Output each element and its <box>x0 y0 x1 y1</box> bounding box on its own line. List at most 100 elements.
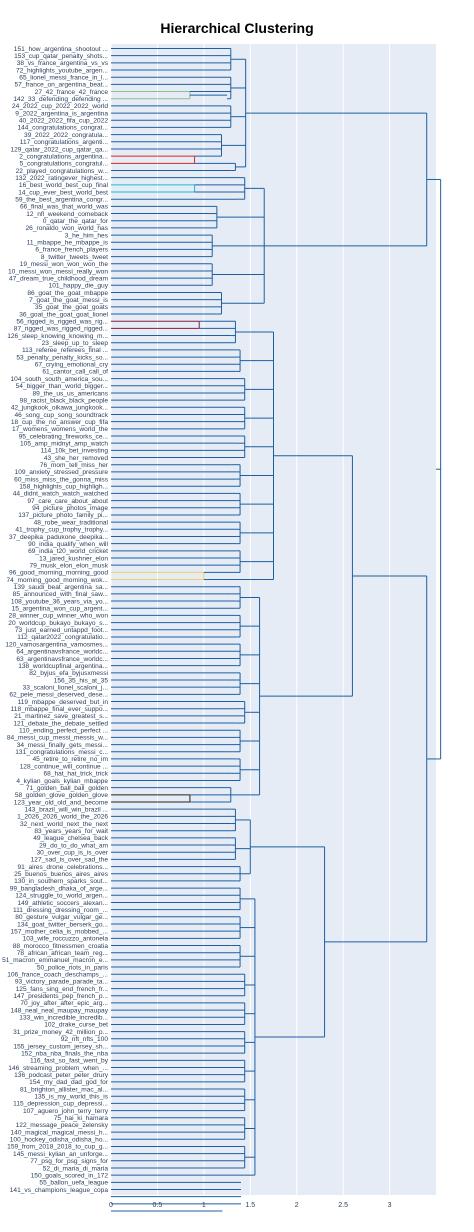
leaf-label: 90_india_qualify_when_will <box>28 541 108 548</box>
leaf-label: 25_buenos_buenos_aires_aires <box>14 871 109 878</box>
leaf-label: 84_messi_cup_messi_messis_w... <box>7 735 108 742</box>
leaf-label: 4_kylian_goals_kylian_mbappe <box>16 778 108 785</box>
leaf-label: 17_womens_womens_world_the <box>12 426 108 433</box>
leaf-label: 128_continue_will_continue ... <box>20 763 109 770</box>
leaf-label: 79_musk_elon_elon_musk <box>30 562 109 569</box>
x-tick-label: 1 <box>202 1202 206 1209</box>
leaf-label: 39_2022_2022_congratula... <box>24 132 108 139</box>
x-tick-label: 1.5 <box>245 1202 255 1209</box>
leaf-label: 109_anxiety_stressed_pressure <box>15 469 109 476</box>
leaf-label: 101_happy_die_guy <box>49 283 109 290</box>
leaf-label: 28_winner_cup_winner_who_won <box>9 613 109 620</box>
leaf-label: 73_just_earned_untappd_foot... <box>15 627 108 634</box>
leaf-label: 117_congratulations_argenti... <box>20 139 108 146</box>
leaf-label: 144_congratulations_congrat... <box>17 125 108 132</box>
x-axis-ticks: 0 0.5 1 1.5 2 2.5 3 <box>109 1202 392 1209</box>
dendrogram-links <box>111 48 442 1212</box>
leaf-label: 48_robe_wear_traditional <box>34 519 109 526</box>
leaf-label: 93_victory_parade_parade_ta... <box>15 979 108 986</box>
leaf-label: 145_messi_kylian_an_unforge... <box>13 1151 108 1158</box>
leaf-label: 50_police_riots_in_paris <box>37 964 109 971</box>
leaf-label: 136_podcast_peter_peter_drury <box>14 1072 109 1079</box>
leaf-label: 76_mom_tell_miss_her <box>40 462 109 469</box>
leaf-label: 140_magical_magical_messi_h... <box>11 1129 109 1136</box>
leaf-label: 94_picture_photos_image <box>32 505 108 512</box>
leaf-label: 5_congratulations_congratul... <box>20 161 109 168</box>
grid-lines <box>110 44 391 1195</box>
leaf-label: 38_vs_france_argentina_vs_vs <box>17 60 109 67</box>
leaf-labels: 151_how_argentina_shootout ...153_cup_qa… <box>2 46 109 1194</box>
leaf-label: 143_brazil_will_win_brazil ... <box>24 806 108 813</box>
leaf-label: 116_fast_so_fast_went_by <box>30 1058 109 1065</box>
leaf-label: 63_argentinavsfrance_worldc... <box>16 656 108 663</box>
leaf-label: 98_racist_black_black_people <box>20 397 109 404</box>
leaf-label: 105_amp_midnyt_amp_watch <box>20 440 108 447</box>
leaf-label: 131_congratulations_messi_c... <box>15 749 108 756</box>
leaf-label: 51_macron_emmanuel_macron_e... <box>2 957 108 964</box>
leaf-label: 31_prize_money_42_million_p... <box>13 1029 108 1036</box>
leaf-label: 123_year_old_old_and_become <box>14 799 109 806</box>
leaf-label: 112_qatar2022_congratulatio... <box>17 634 108 641</box>
leaf-label: 67_crying_emotional_cry <box>35 362 109 369</box>
leaf-label: 71_golden_ball_ball_golden <box>26 785 108 792</box>
leaf-label: 1_2026_2026_world_the_2026 <box>17 814 108 821</box>
leaf-label: 9_2022_argentina_is_argentina <box>15 110 108 117</box>
leaf-label: 157_mother_celia_is_mobbed_... <box>10 928 108 935</box>
leaf-label: 14_cup_ever_best_world_best <box>18 189 108 196</box>
leaf-label: 60_miss_miss_the_gonna_miss <box>14 476 109 483</box>
leaf-label: 77_psg_for_psg_signs_for <box>30 1158 109 1165</box>
leaf-label: 130_in_southern_sparks_sout... <box>14 878 108 885</box>
leaf-label: 150_goals_scored_in_172 <box>31 1172 109 1179</box>
leaf-label: 33_scaloni_lionel_scaloni_j... <box>23 684 109 691</box>
x-tick-label: 2.5 <box>338 1202 348 1209</box>
x-tick-label: 3 <box>388 1202 392 1209</box>
leaf-label: 95_celebrating_fireworks_ce... <box>19 433 109 440</box>
leaf-label: 107_aguero_john_terry_terry <box>23 1108 109 1115</box>
plot-area <box>111 44 436 1195</box>
leaf-label: 65_lionel_messi_france_in_l... <box>19 75 108 82</box>
leaf-label: 106_france_coach_deschamps_... <box>7 972 108 979</box>
leaf-label: 159_from_2018_2018_to_cup_g... <box>7 1144 108 1151</box>
leaf-label: 59_the_best_argentina_congr... <box>15 196 108 203</box>
leaf-label: 133_win_incredible_incredib... <box>19 1015 108 1022</box>
leaf-label: 45_retire_to_retire_no_im <box>32 756 108 763</box>
leaf-label: 70_joy_after_after_epic_arg... <box>20 1000 108 1007</box>
leaf-label: 44_didnt_watch_watch_watched <box>13 491 109 498</box>
leaf-label: 147_presidents_pep_french_p... <box>13 993 108 1000</box>
leaf-label: 124_struggle_to_world_argen... <box>15 893 108 900</box>
leaf-label: 30_over_cup_is_is_over <box>37 850 109 857</box>
leaf-label: 27_42_france_42_france <box>35 89 109 96</box>
leaf-label: 151_how_argentina_shootout ... <box>14 46 108 53</box>
x-tick-label: 0 <box>109 1202 113 1209</box>
leaf-label: 92_nft_nfts_100 <box>61 1036 109 1043</box>
leaf-label: 125_fans_sing_end_french_fr... <box>16 986 109 993</box>
leaf-label: 153_cup_qatar_penalty_shots... <box>14 53 108 60</box>
leaf-label: 154_my_dad_dad_god_for <box>29 1079 109 1086</box>
leaf-label: 156_35_his_at_35 <box>54 677 109 684</box>
leaf-label: 52_di_maria_di_maria <box>43 1165 109 1172</box>
leaf-label: 53_penalty_penalty_kicks_so... <box>16 354 108 361</box>
leaf-label: 142_33_defending_defending ... <box>13 96 108 103</box>
leaf-label: 75_hai_ki_hamara <box>54 1115 109 1122</box>
leaf-label: 55_ballon_uefa_league <box>39 1180 108 1187</box>
leaf-label: 139_saudi_beat_argentina_sa... <box>14 584 108 591</box>
leaf-label: 83_years_years_for_wait <box>34 828 108 835</box>
leaf-label: 85_announced_with_final_saw... <box>13 591 108 598</box>
leaf-label: 11_mbappe_he_mbappe_is <box>27 240 109 247</box>
leaf-label: 158_highlights_cup_highligh... <box>19 484 108 491</box>
leaf-label: 135_is_my_world_this_is <box>34 1094 108 1101</box>
leaf-label: 127_sad_is_over_sad_the <box>31 857 109 864</box>
leaf-label: 155_jersey_custom_jersey_sh... <box>13 1043 108 1050</box>
leaf-label: 146_streaming_problem_when_... <box>8 1065 108 1072</box>
leaf-label: 72_highlights_youtube_argen... <box>16 67 108 74</box>
leaf-label: 56_rigged_is_rigged_was_rig... <box>16 318 108 325</box>
leaf-label: 20_worldcup_bukayo_bukayo_s... <box>8 620 108 627</box>
leaf-label: 114_10k_bet_investing <box>41 448 109 455</box>
leaf-label: 126_sleep_knowing_knowing_m... <box>7 333 108 340</box>
leaf-label: 119_mbappe_deserved_but_in <box>18 699 109 706</box>
leaf-label: 108_youtube_36_years_via_yo... <box>11 598 108 605</box>
leaf-label: 34_messi_finally_gets_messi... <box>17 742 108 749</box>
leaf-label: 36_goat_the_goat_goat_lionel <box>19 311 108 318</box>
leaf-label: 35_goat_the_goat_goats <box>35 304 109 311</box>
